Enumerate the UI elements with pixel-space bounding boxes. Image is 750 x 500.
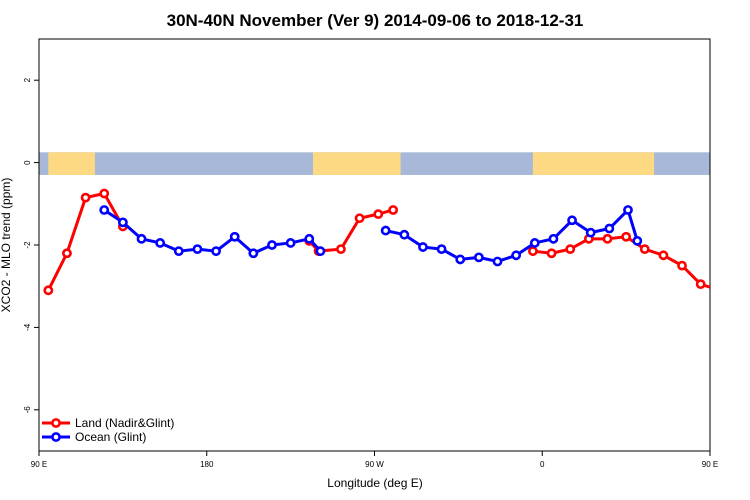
land-data-point (528, 246, 538, 257)
ocean-data-point (229, 231, 240, 242)
ocean-data-point (492, 256, 503, 267)
ocean-data-point (473, 252, 484, 263)
land-data-point (658, 250, 669, 261)
x-tick-label: 90 W (365, 460, 384, 469)
x-tick-label: 0 (540, 460, 545, 469)
ocean-data-point (192, 244, 203, 255)
land-data-point (388, 205, 399, 215)
land-data-point (62, 248, 72, 259)
land-data-point (546, 248, 557, 259)
ocean-data-point (567, 215, 577, 226)
ocean-data-point (155, 238, 166, 248)
x-tick-label: 90 E (702, 460, 718, 469)
y-tick-label: 0 (23, 160, 32, 165)
ocean-data-point (267, 240, 277, 250)
ocean-data-point (304, 233, 315, 244)
land-data-point (99, 188, 110, 199)
ocean-data-point (136, 233, 147, 244)
land-data-point (565, 244, 576, 255)
ocean-data-point (455, 254, 466, 265)
y-axis-label: XCO2 - MLO trend (ppm) (0, 178, 13, 313)
land-data-point (639, 244, 650, 255)
ocean-data-point (117, 217, 128, 228)
map-land (312, 152, 401, 175)
ocean-data-point (632, 235, 643, 246)
ocean-legend-marker (51, 432, 61, 442)
ocean-data-point (511, 250, 522, 261)
land-series-line (532, 235, 710, 289)
land-data-point (336, 244, 346, 255)
x-axis: 90 E 180 90 W 0 90 E (31, 451, 718, 469)
map-strip (39, 152, 710, 175)
series-layer (43, 188, 723, 296)
x-tick-label: 180 (200, 460, 214, 469)
ocean-data-point (529, 238, 540, 248)
ocean-data-point (399, 229, 410, 240)
y-tick-label: -6 (23, 406, 32, 414)
legend: Land (Nadir&Glint)Ocean (Glint) (42, 416, 174, 444)
ocean-data-point (211, 246, 221, 257)
y-tick-label: -4 (23, 323, 32, 331)
land-data-point (80, 192, 91, 203)
land-data-point (43, 285, 54, 296)
ocean-data-point (315, 246, 326, 257)
ocean-data-point (436, 244, 447, 255)
y-tick-label: 2 (23, 77, 32, 82)
x-axis-label: Longitude (deg E) (327, 476, 422, 490)
map-land (532, 152, 655, 175)
land-legend-label: Land (Nadir&Glint) (75, 416, 174, 430)
land-series-line (46, 192, 125, 291)
y-axis: 2 0 -2 -4 -6 (23, 77, 39, 413)
ocean-data-point (248, 248, 259, 259)
x-tick-label: 90 E (31, 460, 47, 469)
land-data-point (373, 209, 384, 219)
ocean-data-point (285, 238, 296, 248)
y-tick-label: -2 (23, 241, 32, 249)
ocean-data-point (548, 233, 559, 244)
ocean-legend-label: Ocean (Glint) (75, 430, 146, 444)
land-data-point (602, 233, 613, 244)
ocean-data-point (173, 246, 184, 257)
ocean-series-line (385, 208, 639, 263)
ocean-data-point (585, 227, 596, 238)
land-data-point (695, 279, 706, 290)
ocean-data-point (418, 242, 428, 252)
map-land (48, 152, 95, 175)
ocean-data-point (604, 223, 615, 234)
land-data-point (621, 231, 632, 242)
ocean-data-point (623, 205, 633, 215)
land-data-point (677, 260, 687, 271)
chart-title: 30N-40N November (Ver 9) 2014-09-06 to 2… (167, 11, 584, 30)
ocean-data-point (99, 205, 110, 215)
plot-frame (38, 38, 711, 452)
land-legend-marker (51, 418, 61, 428)
ocean-data-point (380, 225, 391, 236)
land-data-point (716, 287, 723, 294)
land-data-point (354, 213, 365, 224)
